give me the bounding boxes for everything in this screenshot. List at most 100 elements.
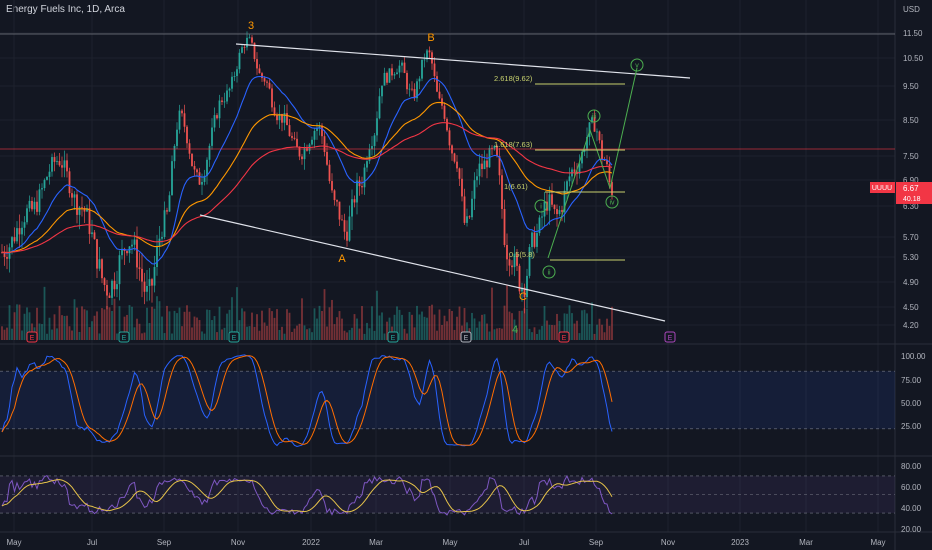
candle-body	[48, 171, 51, 177]
candle-body	[456, 161, 458, 169]
candle-body	[243, 47, 246, 48]
candle-159	[398, 60, 401, 78]
candle-23	[58, 153, 61, 167]
volume-bar-32	[81, 306, 83, 340]
volume-bar-20	[51, 329, 53, 340]
candle-body	[553, 204, 556, 210]
x-tick-5: Mar	[369, 538, 383, 547]
candle-body	[498, 156, 501, 176]
volume-bar-102	[256, 314, 258, 340]
volume-bar-215	[538, 329, 541, 340]
candle-153	[383, 67, 386, 86]
candle-body	[131, 244, 133, 247]
volume-bar-46	[116, 333, 118, 340]
upper-trendline	[235, 43, 691, 79]
candle-body	[328, 164, 331, 182]
candle-body	[338, 201, 341, 220]
candle-186	[466, 208, 468, 227]
candle-30	[76, 190, 78, 224]
candle-183	[458, 167, 461, 187]
candle-body	[603, 159, 606, 161]
wave-label-i: i	[534, 199, 548, 213]
candle-117	[293, 131, 296, 141]
candle-35	[88, 199, 91, 244]
event-box	[26, 331, 38, 343]
candle-203	[508, 256, 511, 277]
candle-229	[573, 161, 576, 178]
candle-body	[6, 256, 8, 259]
candle-body	[248, 37, 251, 39]
volume-bar-210	[526, 308, 528, 340]
candle-body	[358, 180, 361, 187]
volume-bar-82	[206, 309, 208, 340]
fib-label-0: 2.618(9.62)	[494, 74, 533, 83]
candle-body	[321, 125, 323, 137]
event-box	[664, 331, 676, 343]
candle-211	[528, 244, 531, 279]
candle-body	[136, 239, 138, 268]
volume-bar-193	[483, 314, 486, 340]
candle-body	[266, 81, 268, 83]
candle-24	[61, 156, 63, 178]
candle-body	[596, 131, 598, 133]
candle-44	[111, 279, 113, 305]
candle-174	[436, 71, 438, 93]
candle-3	[8, 243, 11, 273]
volume-bar-137	[343, 330, 346, 340]
candle-body	[543, 201, 546, 217]
y-tick-9: 4.90	[903, 278, 919, 287]
candle-121	[303, 142, 306, 170]
candle-192	[481, 154, 483, 178]
x-tick-11: Mar	[799, 538, 813, 547]
volume-bar-178	[446, 321, 448, 340]
volume-bar-19	[48, 317, 51, 340]
volume-bar-191	[478, 321, 481, 340]
candle-88	[221, 97, 223, 106]
candle-196	[491, 145, 493, 156]
candle-body	[233, 76, 236, 77]
volume-bar-146	[366, 322, 368, 340]
volume-bar-238	[596, 324, 598, 340]
candle-163	[408, 83, 411, 97]
volume-bar-166	[416, 305, 418, 340]
volume-bar-151	[378, 315, 381, 340]
wave-text: v	[635, 63, 639, 70]
volume-bar-122	[306, 329, 308, 340]
candle-body	[326, 151, 328, 165]
volume-bar-110	[276, 309, 278, 340]
volume-bar-108	[271, 311, 273, 340]
candle-21	[53, 152, 56, 172]
candle-73	[183, 104, 186, 133]
candle-body	[318, 125, 321, 129]
candle-body	[223, 101, 226, 103]
candle-60	[151, 277, 153, 303]
candle-63	[158, 225, 161, 256]
candle-body	[261, 73, 263, 79]
volume-bar-104	[261, 310, 263, 340]
volume-bar-185	[463, 308, 466, 340]
volume-bar-78	[196, 317, 198, 340]
projection-path	[547, 67, 638, 259]
candle-103	[258, 64, 261, 74]
volume-bar-236	[591, 302, 593, 340]
wave-label-iii: iii	[587, 109, 601, 123]
volume-bar-76	[191, 327, 193, 340]
candle-body	[578, 163, 581, 174]
volume-bar-94	[236, 287, 238, 340]
volume-bar-155	[388, 317, 391, 340]
candle-body	[73, 194, 76, 198]
candle-207	[518, 263, 521, 295]
volume-bar-175	[438, 309, 441, 340]
candle-133	[333, 189, 336, 206]
volume-bar-17	[43, 286, 46, 340]
volume-bar-225	[563, 313, 566, 340]
rsi-y-tick-0: 80.00	[901, 462, 922, 471]
candle-219	[548, 186, 551, 225]
candle-20	[51, 153, 53, 177]
volume-bar-39	[98, 333, 101, 340]
candle-147	[368, 143, 371, 164]
candle-123	[308, 142, 311, 155]
event-text: E	[122, 335, 127, 342]
candle-108	[271, 84, 273, 112]
